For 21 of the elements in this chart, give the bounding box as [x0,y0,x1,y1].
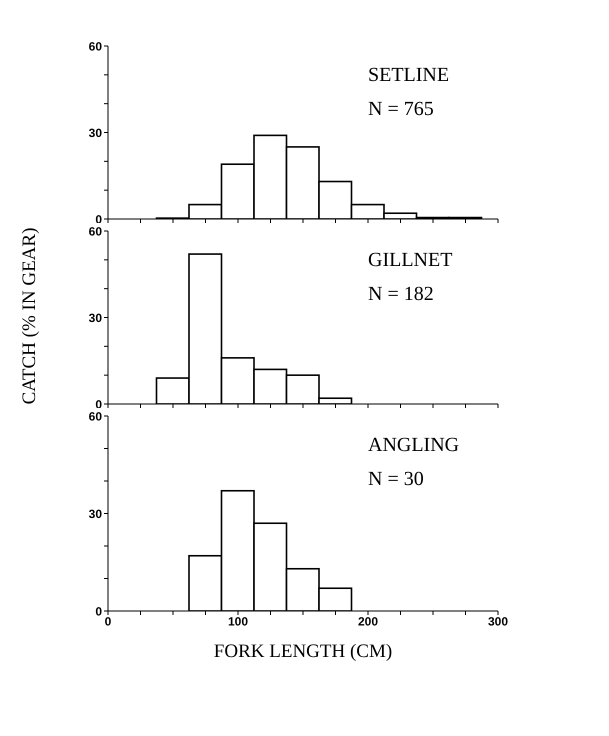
y-tick-label: 30 [88,126,102,140]
x-axis-title: FORK LENGTH (CM) [212,641,394,663]
y-tick-label: 0 [95,212,102,226]
y-tick-label: 30 [88,310,102,325]
y-axis-title: CATCH (% IN GEAR) [19,227,41,404]
x-tick-label: 300 [488,614,508,629]
annotation: N = 182 [368,282,435,307]
y-tick-label: 30 [88,506,102,521]
y-tick-label: 0 [95,397,102,412]
annotation: GILLNET [368,248,452,273]
y-tick-label: 60 [88,39,102,54]
annotation: N = 30 [368,467,425,492]
y-tick-label: 0 [95,604,102,618]
annotation: N = 765 [368,97,435,122]
y-tick-label: 60 [88,409,102,424]
annotation: ANGLING [368,433,460,458]
x-tick-label: 200 [358,614,378,629]
annotation: SETLINE [368,63,450,88]
x-tick-label: 0 [104,614,112,629]
y-tick-label: 60 [88,224,102,238]
x-tick-label: 100 [228,614,248,629]
